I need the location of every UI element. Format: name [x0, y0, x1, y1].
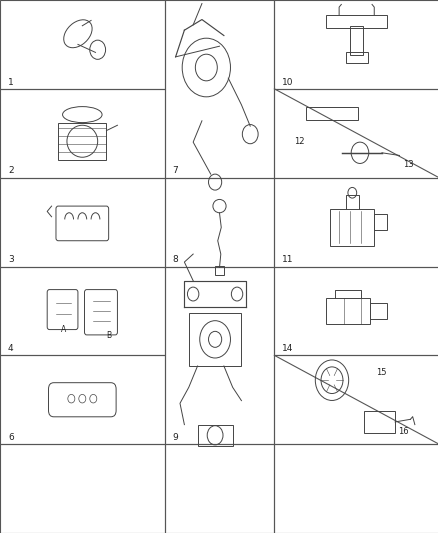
Text: 8: 8 [172, 255, 178, 264]
Bar [274, 356, 438, 444]
Text: 1: 1 [8, 78, 14, 86]
Text: 13: 13 [402, 160, 413, 169]
Bar [274, 444, 438, 533]
Text: B: B [106, 330, 111, 340]
Bar [373, 214, 387, 230]
Bar [274, 266, 438, 356]
Bar [0, 356, 164, 444]
Text: 3: 3 [8, 255, 14, 264]
Text: 14: 14 [282, 344, 293, 353]
Text: 12: 12 [293, 137, 304, 146]
Text: A: A [61, 325, 66, 334]
Bar [325, 297, 369, 324]
Bar [0, 89, 164, 177]
Bar [325, 15, 386, 28]
Bar [164, 444, 274, 533]
Text: 6: 6 [8, 433, 14, 442]
Text: 15: 15 [375, 368, 386, 377]
Text: 10: 10 [282, 78, 293, 86]
Bar [164, 0, 274, 177]
Bar [164, 177, 274, 266]
Bar [274, 177, 438, 266]
Bar [364, 411, 394, 433]
Bar [345, 52, 367, 63]
Text: 9: 9 [172, 433, 178, 442]
Text: 16: 16 [397, 426, 407, 435]
Bar [369, 303, 387, 319]
Bar [350, 26, 363, 55]
Text: 11: 11 [282, 255, 293, 264]
Bar [0, 444, 164, 533]
Bar [0, 266, 164, 356]
Text: 7: 7 [172, 166, 178, 175]
Bar [0, 0, 164, 89]
Bar [274, 0, 438, 89]
Bar [215, 266, 223, 276]
Bar [197, 425, 232, 446]
Bar [274, 89, 438, 177]
Text: 4: 4 [8, 344, 14, 353]
Text: 2: 2 [8, 166, 14, 175]
Bar [329, 209, 373, 246]
Bar [0, 177, 164, 266]
Bar [58, 123, 106, 160]
Bar [305, 107, 357, 120]
Bar [164, 266, 274, 444]
Bar [188, 313, 241, 366]
